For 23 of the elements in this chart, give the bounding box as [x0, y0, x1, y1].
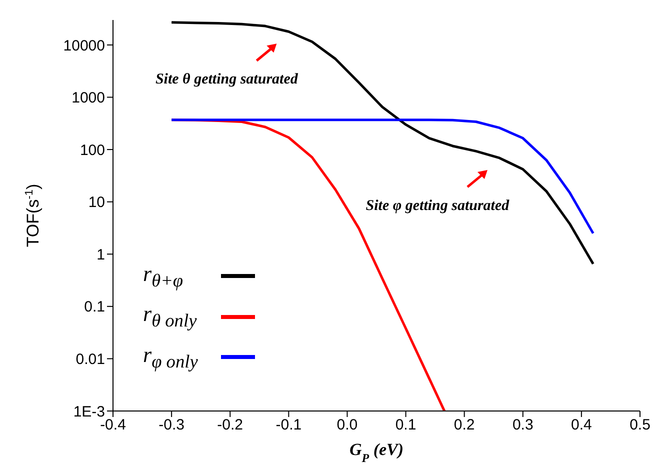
x-tick-label: 0.0	[336, 416, 358, 434]
annotation: Site φ getting saturated	[366, 198, 510, 214]
x-tick-label: -0.3	[158, 416, 184, 434]
y-tick-label: 10	[88, 194, 105, 212]
y-tick-label: 1000	[72, 90, 105, 107]
x-tick-label: 0.3	[512, 416, 534, 434]
x-tick-label: -0.2	[217, 416, 244, 434]
legend-label: r$_{θ only}$	[143, 301, 198, 332]
x-tick-label: 0.2	[454, 416, 475, 434]
y-tick-label: 0.1	[84, 298, 105, 316]
x-tick-label: 0.4	[571, 416, 592, 434]
legend-label: r$_{φ only}$	[143, 342, 199, 372]
y-tick-label: 0.01	[76, 351, 105, 368]
x-tick-label: 0.5	[630, 416, 650, 434]
x-tick-label: -0.1	[276, 416, 302, 434]
x-axis-title: G$_{P}$ (eV)	[349, 440, 404, 465]
annotation: Site θ getting saturated	[155, 72, 298, 88]
x-tick-label: 0.1	[395, 416, 416, 434]
y-tick-label: 10000	[63, 37, 105, 54]
y-tick-label: 100	[80, 142, 105, 159]
line-series	[170, 118, 594, 235]
y-tick-label: 1	[96, 246, 105, 264]
legend-label: r$_{θ+φ}$	[143, 261, 184, 292]
